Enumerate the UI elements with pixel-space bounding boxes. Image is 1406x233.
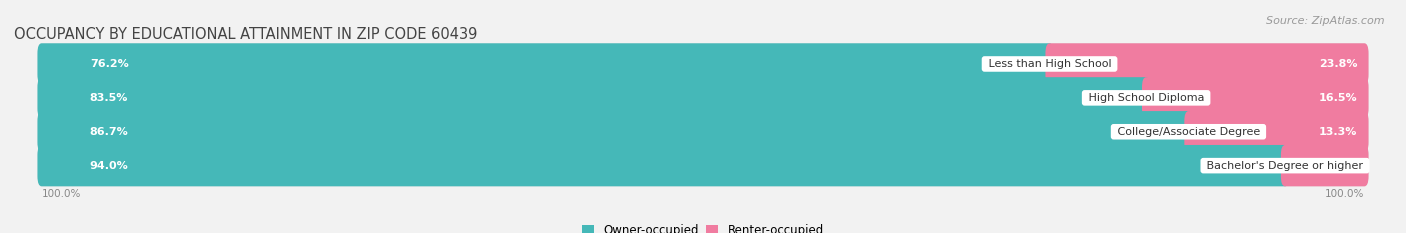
Text: 94.0%: 94.0% — [90, 161, 128, 171]
Text: 100.0%: 100.0% — [42, 189, 82, 199]
Text: Source: ZipAtlas.com: Source: ZipAtlas.com — [1267, 16, 1385, 26]
Text: OCCUPANCY BY EDUCATIONAL ATTAINMENT IN ZIP CODE 60439: OCCUPANCY BY EDUCATIONAL ATTAINMENT IN Z… — [14, 27, 478, 42]
Text: Less than High School: Less than High School — [984, 59, 1115, 69]
FancyBboxPatch shape — [38, 145, 1368, 186]
Text: College/Associate Degree: College/Associate Degree — [1114, 127, 1264, 137]
FancyBboxPatch shape — [38, 111, 1368, 152]
FancyBboxPatch shape — [1046, 43, 1368, 85]
Text: 76.2%: 76.2% — [90, 59, 128, 69]
FancyBboxPatch shape — [38, 111, 1192, 152]
Text: 83.5%: 83.5% — [90, 93, 128, 103]
Text: 100.0%: 100.0% — [1324, 189, 1364, 199]
FancyBboxPatch shape — [38, 43, 1368, 85]
Text: 86.7%: 86.7% — [90, 127, 128, 137]
Text: 16.5%: 16.5% — [1319, 93, 1358, 103]
Text: 23.8%: 23.8% — [1319, 59, 1358, 69]
FancyBboxPatch shape — [38, 77, 1368, 119]
FancyBboxPatch shape — [1142, 77, 1368, 119]
FancyBboxPatch shape — [1184, 111, 1368, 152]
Text: 6.0%: 6.0% — [1327, 161, 1358, 171]
Text: High School Diploma: High School Diploma — [1084, 93, 1208, 103]
FancyBboxPatch shape — [38, 43, 1053, 85]
FancyBboxPatch shape — [1281, 145, 1368, 186]
Legend: Owner-occupied, Renter-occupied: Owner-occupied, Renter-occupied — [578, 219, 828, 233]
Text: 13.3%: 13.3% — [1319, 127, 1358, 137]
FancyBboxPatch shape — [38, 77, 1150, 119]
FancyBboxPatch shape — [38, 145, 1289, 186]
Text: Bachelor's Degree or higher: Bachelor's Degree or higher — [1204, 161, 1367, 171]
